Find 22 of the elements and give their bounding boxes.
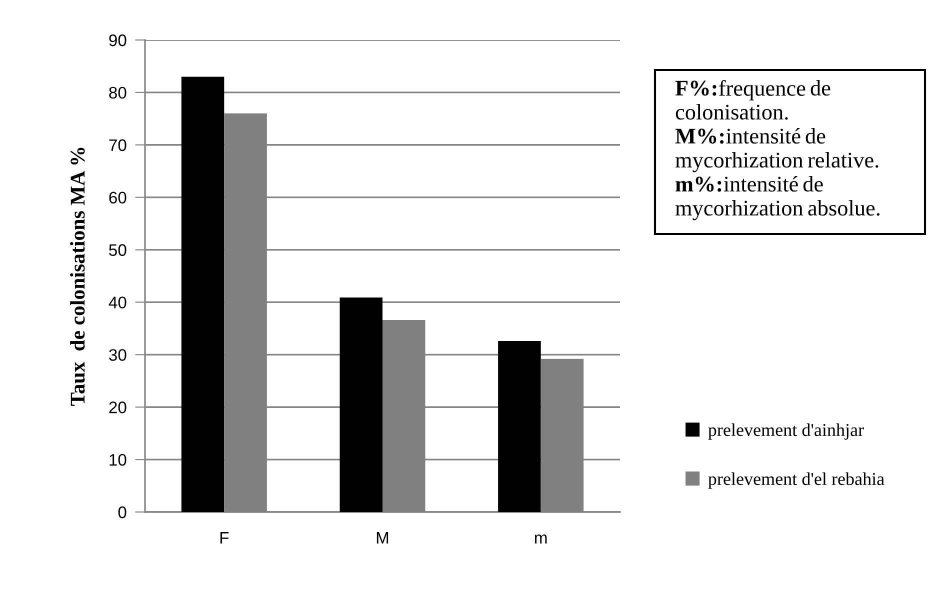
- y-tick-label: 60: [109, 192, 126, 204]
- text: m%:intensité de mycorhization absolue.: [675, 176, 880, 220]
- y-tick-label: 30: [109, 349, 126, 361]
- legend-label: prelevement d'el rebahia: [708, 472, 884, 489]
- x-tick-label: F: [220, 532, 229, 544]
- y-tick-label: 80: [109, 86, 126, 99]
- y-tick-label: 20: [109, 402, 126, 414]
- y-tick-label: 50: [109, 244, 126, 256]
- bar: [181, 76, 224, 512]
- x-tick-label: m: [535, 534, 547, 544]
- y-axis-title: Taux de colonisations MA %: [70, 148, 85, 406]
- y-tick-label: 10: [110, 454, 126, 466]
- bar: [340, 298, 382, 512]
- y-tick-label: 70: [109, 139, 126, 152]
- legend-label: prelevement d'ainhjar: [708, 423, 864, 440]
- x-tick-label: M: [376, 532, 388, 544]
- y-tick-label: 40: [108, 296, 126, 308]
- bar: [498, 341, 541, 512]
- text: M%:intensité de mycorhization relative.: [675, 128, 878, 172]
- text: F%:frequence de colonisation.: [675, 80, 830, 120]
- y-tick-label: 90: [109, 34, 126, 46]
- y-tick-label: 0: [118, 506, 126, 518]
